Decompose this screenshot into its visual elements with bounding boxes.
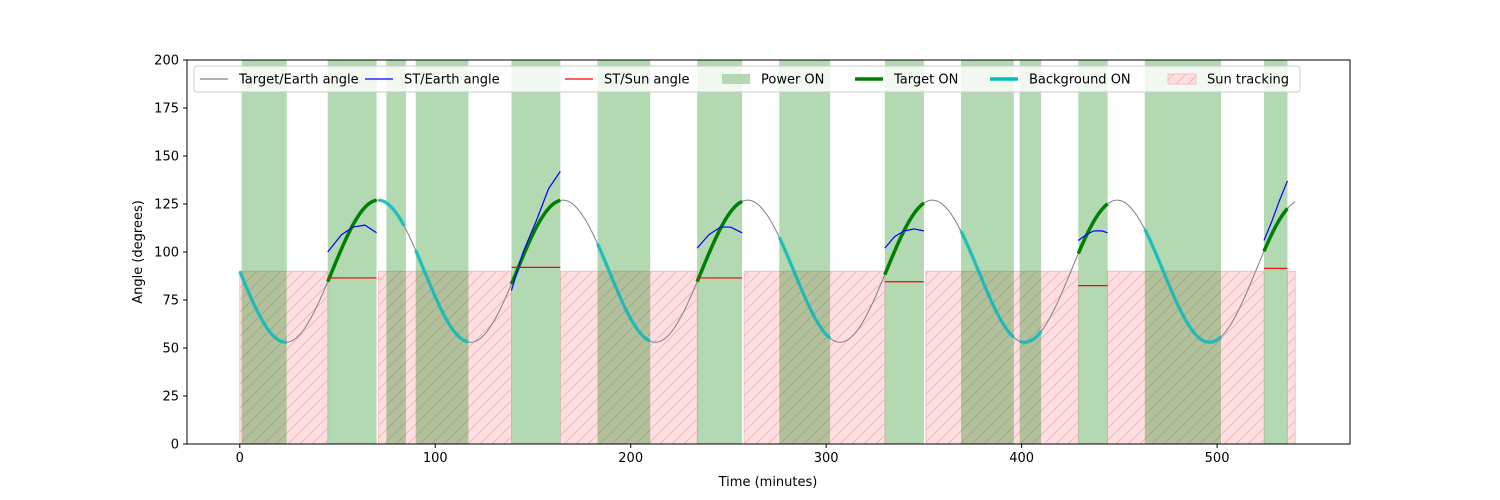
legend-item: Target ON <box>855 73 958 88</box>
sun-tracking-region <box>239 270 329 444</box>
series-st-earth-angle <box>327 224 377 253</box>
power-on-band <box>1078 60 1108 444</box>
x-axis-label: Time (minutes) <box>718 475 818 490</box>
series-target-on <box>326 198 377 283</box>
power-on-band <box>779 60 831 444</box>
power-on-band <box>241 60 287 444</box>
series-background-on <box>414 249 469 344</box>
power-on-band <box>1263 60 1288 444</box>
x-tick-label: 0 <box>236 451 244 466</box>
y-tick-label: 175 <box>154 102 179 117</box>
y-tick-label: 50 <box>162 342 179 357</box>
series-background-on <box>595 242 651 343</box>
sun-tracking-region <box>378 270 512 444</box>
legend-item: ST/Sun angle <box>565 73 690 88</box>
sun-tracking-region <box>1287 270 1296 444</box>
power-on-band <box>415 60 469 444</box>
series-background-on <box>777 236 832 340</box>
series-background-on <box>1143 228 1223 344</box>
y-tick-label: 150 <box>154 150 179 165</box>
series-target-on <box>1262 207 1289 252</box>
series-target-on <box>1076 202 1109 255</box>
series-st-earth-angle <box>510 171 561 291</box>
legend-label: Background ON <box>1029 73 1131 88</box>
y-axis-label: Angle (degrees) <box>131 200 146 304</box>
legend-patch-swatch <box>1167 73 1197 85</box>
x-tick-label: 500 <box>1205 451 1230 466</box>
series-background-on <box>1019 330 1043 344</box>
plot-area <box>238 60 1296 444</box>
legend-label: Sun tracking <box>1207 73 1289 88</box>
x-tick-label: 200 <box>618 451 643 466</box>
x-tick-label: 100 <box>423 451 448 466</box>
series-target-on <box>695 199 743 283</box>
y-tick-label: 75 <box>162 294 179 309</box>
series-background-on <box>378 198 406 227</box>
legend-patch-swatch <box>722 74 750 84</box>
legend-label: Target/Earth angle <box>238 73 359 88</box>
x-tick-label: 400 <box>1009 451 1034 466</box>
y-tick-label: 100 <box>154 246 179 261</box>
legend-label: ST/Earth angle <box>404 73 500 88</box>
series-background-on <box>238 270 287 344</box>
series-target-on <box>883 201 925 276</box>
legend-label: Power ON <box>761 73 824 88</box>
x-tick-label: 300 <box>814 451 839 466</box>
y-tick-label: 25 <box>162 390 179 405</box>
series-background-on <box>959 230 1015 339</box>
sun-tracking-region <box>559 270 698 444</box>
power-on-band <box>884 60 924 444</box>
power-on-band <box>597 60 651 444</box>
legend-item: ST/Earth angle <box>365 73 500 88</box>
series-st-earth-angle <box>1263 180 1289 241</box>
series-st-earth-angle <box>696 226 743 249</box>
legend-label: ST/Sun angle <box>604 73 690 88</box>
sun-tracking-region <box>1107 270 1265 444</box>
legend-label: Target ON <box>893 73 958 88</box>
legend-item: Background ON <box>990 73 1131 88</box>
axes: 0 100 200 300 400 500 0 25 50 75 100 125 150 175 200 <box>154 54 1229 467</box>
y-tick-label: 200 <box>154 54 179 69</box>
legend: Target/Earth angle ST/Earth angle ST/Sun a… <box>193 65 1301 93</box>
power-on-band <box>1019 60 1042 444</box>
power-on-band <box>386 60 406 444</box>
series-st-earth-angle <box>1077 230 1108 241</box>
power-on-band <box>697 60 743 444</box>
sun-tracking-region <box>925 270 1079 444</box>
y-tick-label: 0 <box>171 438 179 453</box>
power-on-band <box>1144 60 1221 444</box>
legend-item: Target/Earth angle <box>200 73 359 88</box>
legend-item: Sun tracking <box>1167 73 1289 88</box>
legend-item: Power ON <box>722 73 824 88</box>
power-on-band <box>511 60 561 444</box>
series-st-earth-angle <box>884 228 925 249</box>
power-on-band <box>327 60 377 444</box>
sun-tracking-region <box>743 270 886 444</box>
y-tick-label: 125 <box>154 198 179 213</box>
